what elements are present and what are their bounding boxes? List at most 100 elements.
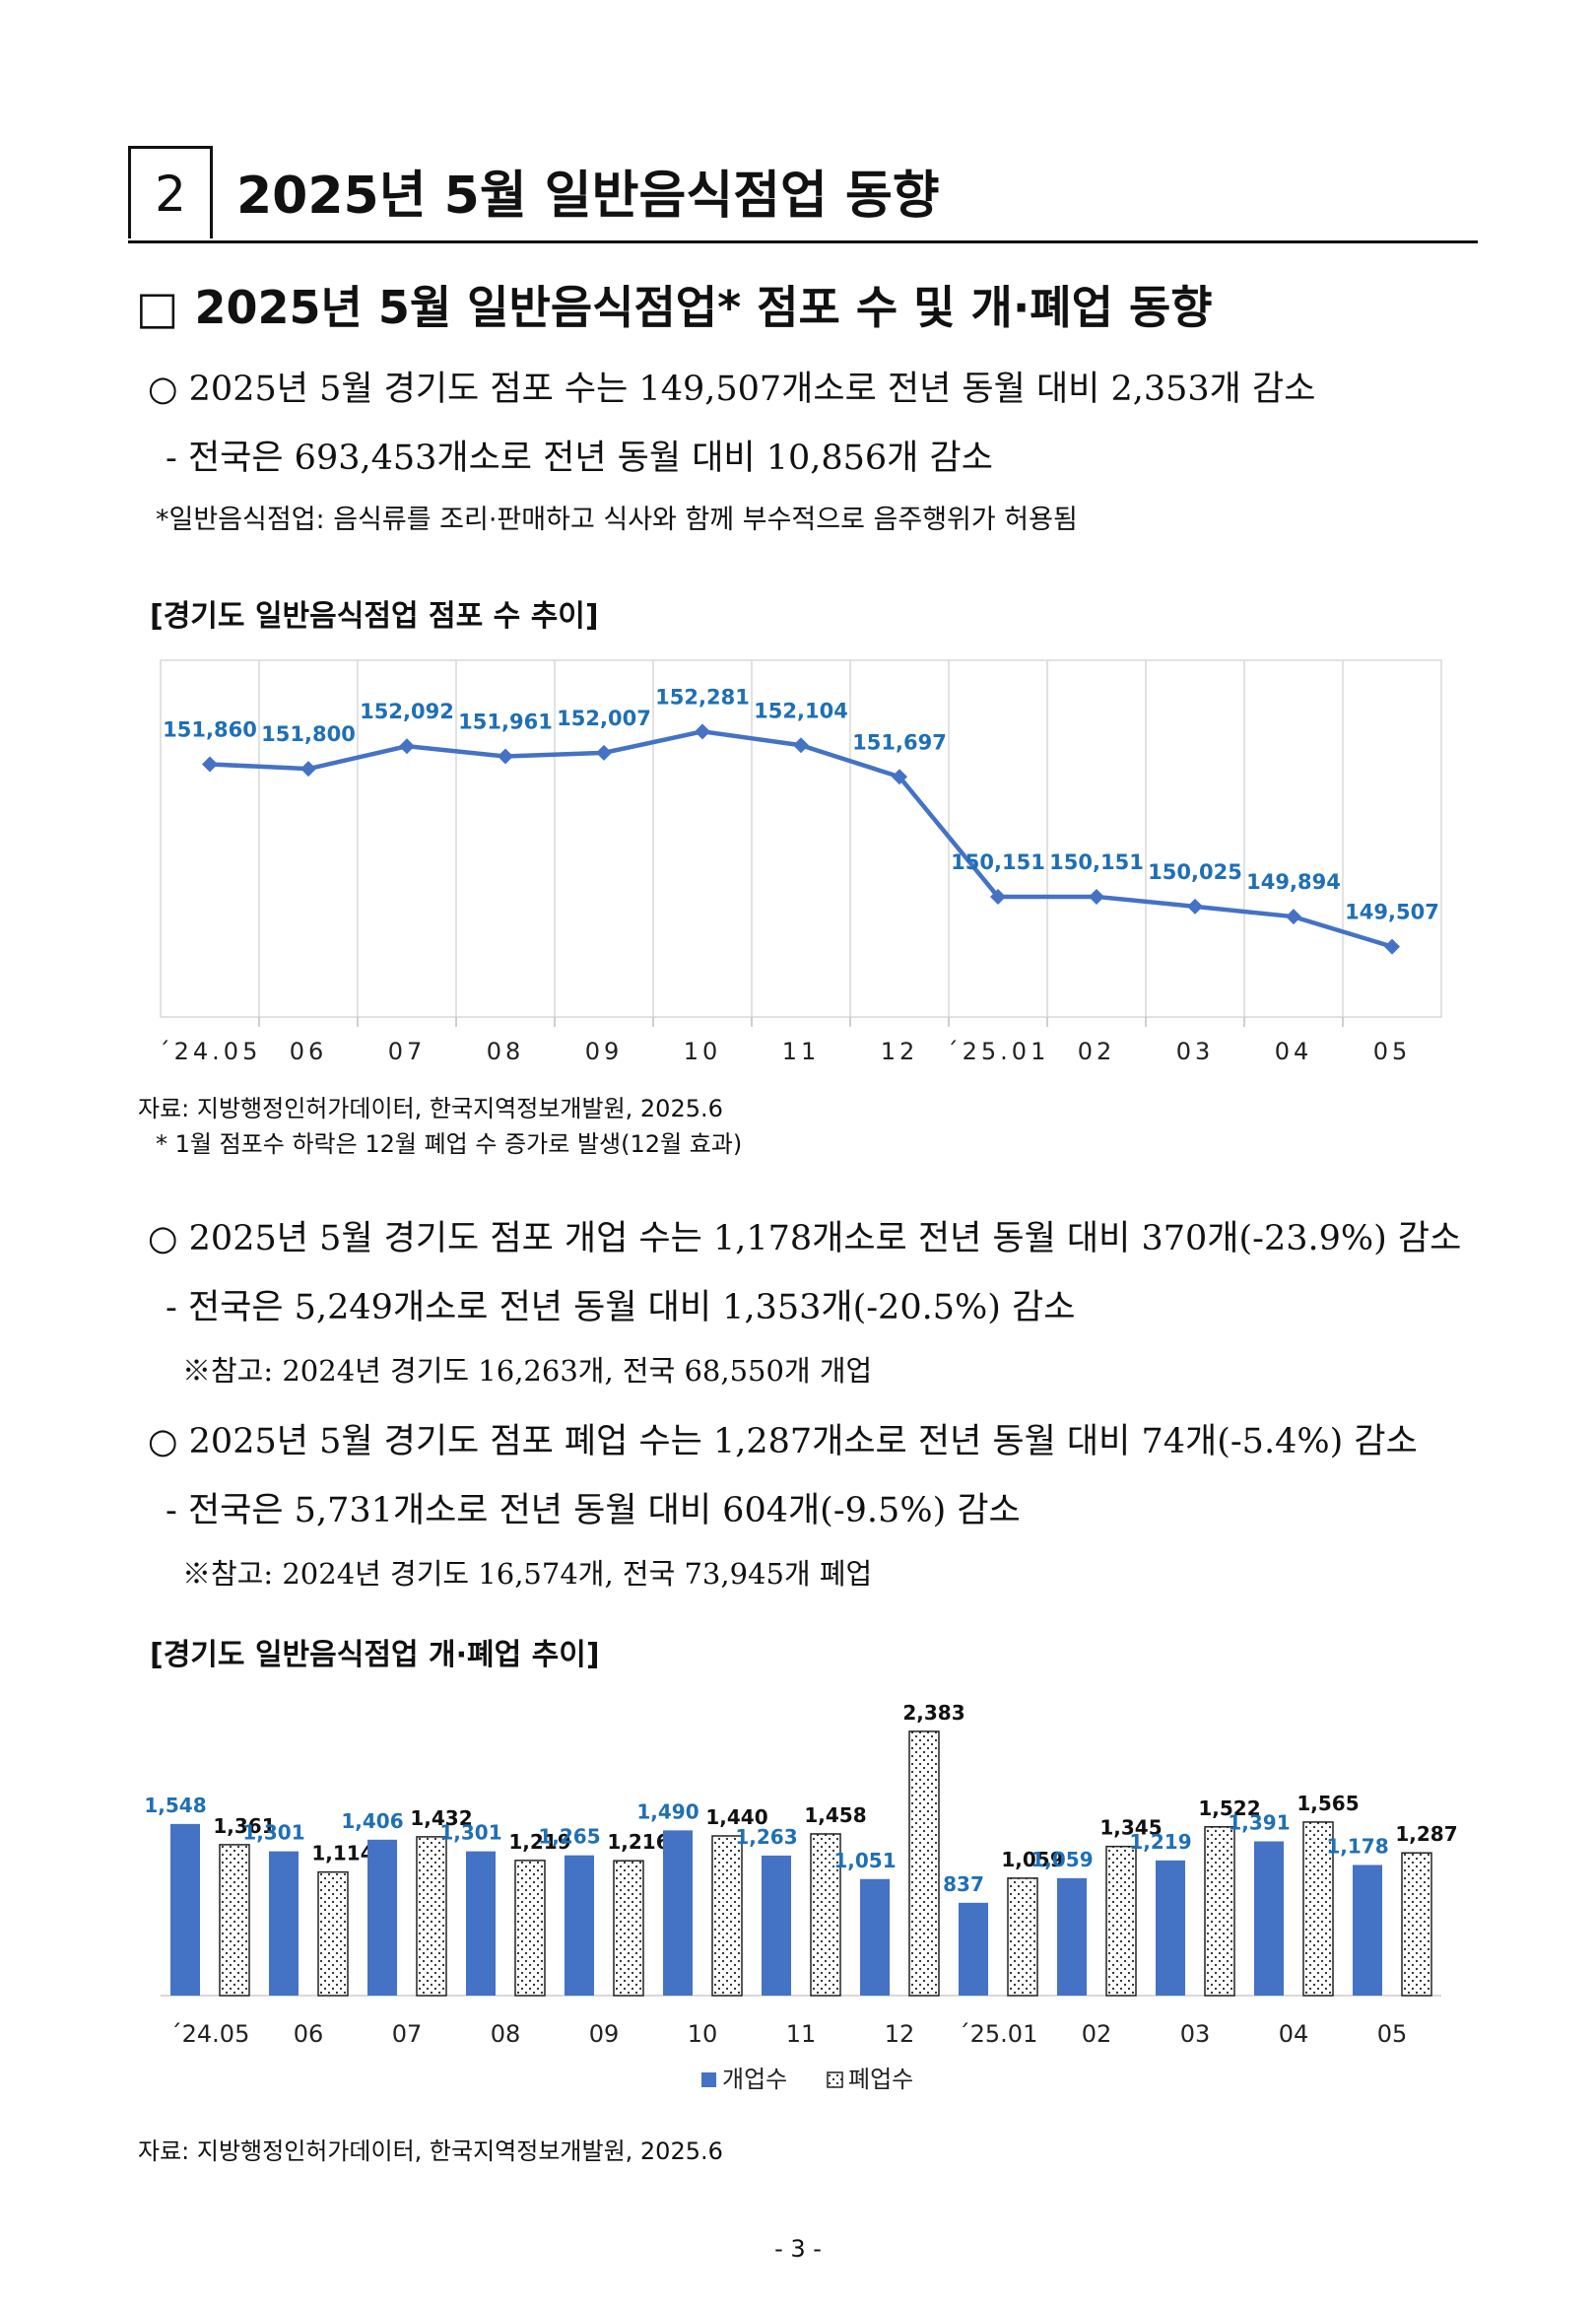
bar-value-label: 1,345 bbox=[1099, 1816, 1162, 1840]
legend-swatch-closures bbox=[827, 2071, 843, 2088]
bar-closures bbox=[1204, 1826, 1235, 1997]
x-tick-label: 08 bbox=[487, 1038, 525, 1065]
data-point-marker bbox=[1384, 938, 1400, 955]
data-label: 151,860 bbox=[163, 717, 257, 741]
x-tick-label: ´24.05 bbox=[170, 2020, 250, 2048]
x-tick-label: ´24.05 bbox=[159, 1038, 262, 1065]
data-point-marker bbox=[990, 888, 1006, 905]
note-open-reference: ※참고: 2024년 경기도 16,263개, 전국 68,550개 개업 bbox=[182, 1354, 873, 1388]
data-label: 152,092 bbox=[360, 700, 454, 723]
bar-value-label: 1,059 bbox=[1001, 1848, 1063, 1871]
bar-value-label: 1,440 bbox=[705, 1805, 767, 1829]
legend-swatch-openings bbox=[701, 2072, 716, 2087]
legend-label-openings: 개업수 bbox=[722, 2066, 787, 2093]
data-label: 152,281 bbox=[655, 685, 750, 709]
bar-openings bbox=[565, 1855, 594, 1996]
x-tick-label: ´25.01 bbox=[947, 1038, 1050, 1065]
bullet-close-national: - 전국은 5,731개소로 전년 동월 대비 604개(-9.5%) 감소 bbox=[166, 1491, 1021, 1530]
bar-openings bbox=[1057, 1877, 1087, 1996]
data-label: 151,961 bbox=[458, 711, 553, 734]
data-point-marker bbox=[1286, 909, 1301, 925]
bar-openings bbox=[663, 1830, 693, 1996]
data-label: 151,800 bbox=[261, 722, 356, 746]
bullet-open-gyeonggi: ○ 2025년 5월 경기도 점포 개업 수는 1,178개소로 전년 동월 대… bbox=[148, 1219, 1462, 1258]
bar-value-label: 1,565 bbox=[1297, 1792, 1359, 1815]
bullet-stores-national: - 전국은 693,453개소로 전년 동월 대비 10,856개 감소 bbox=[166, 439, 993, 478]
bar-value-label: 837 bbox=[943, 1872, 984, 1896]
bar-closures bbox=[416, 1836, 447, 1997]
legend-label-closures: 폐업수 bbox=[848, 2066, 913, 2093]
bar-openings bbox=[1254, 1841, 1284, 1996]
bar-closures bbox=[514, 1860, 546, 1997]
plot-area-border bbox=[160, 659, 1442, 1018]
bar-value-label: 1,522 bbox=[1198, 1797, 1260, 1820]
x-tick-label: 02 bbox=[1078, 1038, 1116, 1065]
x-tick-label: 12 bbox=[885, 2020, 915, 2048]
x-tick-label: 08 bbox=[491, 2020, 521, 2048]
data-label: 152,007 bbox=[557, 707, 651, 730]
x-tick-label: 03 bbox=[1180, 2020, 1211, 2048]
bar-openings bbox=[762, 1855, 791, 1996]
bar-closures bbox=[317, 1870, 349, 1997]
bullet-open-national: - 전국은 5,249개소로 전년 동월 대비 1,353개(-20.5%) 감… bbox=[166, 1288, 1076, 1327]
data-point-marker bbox=[498, 748, 513, 765]
chart1-source: 자료: 지방행정인허가데이터, 한국지역정보개발원, 2025.6 bbox=[138, 1095, 723, 1122]
bar-openings bbox=[367, 1839, 397, 1996]
data-point-marker bbox=[1089, 888, 1104, 905]
bar-closures bbox=[810, 1833, 841, 1997]
x-tick-label: 05 bbox=[1373, 1038, 1412, 1065]
bar-value-label: 1,216 bbox=[607, 1830, 669, 1854]
bar-value-label: 1,059 bbox=[1031, 1848, 1093, 1871]
bar-value-label: 1,287 bbox=[1395, 1822, 1457, 1846]
x-tick-label: 05 bbox=[1377, 2020, 1408, 2048]
data-label: 152,104 bbox=[754, 699, 848, 722]
x-tick-label: 12 bbox=[881, 1038, 919, 1065]
bar-value-label: 1,114 bbox=[311, 1842, 373, 1865]
x-tick-label: 04 bbox=[1275, 1038, 1313, 1065]
bar-value-label: 2,383 bbox=[902, 1701, 964, 1725]
bar-value-label: 1,361 bbox=[213, 1814, 275, 1838]
bar-value-label: 1,051 bbox=[833, 1849, 896, 1872]
bar-openings bbox=[269, 1851, 299, 1996]
section-number: 2 bbox=[128, 146, 213, 238]
data-point-marker bbox=[793, 737, 809, 754]
data-point-marker bbox=[399, 738, 415, 755]
x-tick-label: 07 bbox=[388, 1038, 427, 1065]
bar-closures bbox=[1302, 1821, 1334, 1997]
data-point-marker bbox=[300, 761, 316, 778]
x-tick-label: 11 bbox=[786, 2020, 817, 2048]
bar-value-label: 1,178 bbox=[1326, 1834, 1388, 1858]
data-label: 151,697 bbox=[852, 730, 947, 754]
bar-value-label: 1,432 bbox=[410, 1806, 472, 1830]
bar-closures bbox=[1401, 1852, 1432, 1997]
data-label: 150,151 bbox=[1049, 850, 1144, 874]
main-heading: □ 2025년 5월 일반음식점업* 점포 수 및 개·폐업 동향 bbox=[136, 281, 1213, 334]
data-point-marker bbox=[596, 744, 612, 761]
bullet-stores-gyeonggi: ○ 2025년 5월 경기도 점포 수는 149,507개소로 전년 동월 대비… bbox=[148, 370, 1316, 409]
bar-value-label: 1,301 bbox=[439, 1821, 501, 1845]
bar-openings bbox=[959, 1902, 988, 1996]
chart2-source: 자료: 지방행정인허가데이터, 한국지역정보개발원, 2025.6 bbox=[138, 2137, 723, 2165]
x-tick-label: 10 bbox=[688, 2020, 718, 2048]
data-point-marker bbox=[695, 723, 710, 740]
bar-openings bbox=[466, 1851, 496, 1996]
bar-openings bbox=[170, 1823, 200, 1996]
data-label: 149,894 bbox=[1246, 870, 1341, 894]
x-tick-label: ´25.01 bbox=[959, 2020, 1038, 2048]
page-number: - 3 - bbox=[774, 2235, 822, 2263]
series-line-store-count bbox=[209, 729, 1393, 949]
bar-closures bbox=[908, 1730, 940, 1997]
bar-value-label: 1,219 bbox=[1129, 1830, 1191, 1854]
chart2-title: [경기도 일반음식점업 개·폐업 추이] bbox=[150, 1638, 600, 1672]
x-tick-label: 06 bbox=[294, 2020, 324, 2048]
chart1-title: [경기도 일반음식점업 점포 수 추이] bbox=[150, 599, 599, 634]
bar-value-label: 1,490 bbox=[636, 1799, 698, 1823]
bar-openings bbox=[1353, 1865, 1382, 1996]
x-tick-label: 10 bbox=[684, 1038, 722, 1065]
x-tick-label: 09 bbox=[589, 2020, 620, 2048]
x-tick-label: 09 bbox=[585, 1038, 624, 1065]
bullet-close-gyeonggi: ○ 2025년 5월 경기도 점포 폐업 수는 1,287개소로 전년 동월 대… bbox=[148, 1422, 1418, 1461]
bar-closures bbox=[1007, 1877, 1038, 1997]
bar-value-label: 1,265 bbox=[538, 1825, 600, 1849]
